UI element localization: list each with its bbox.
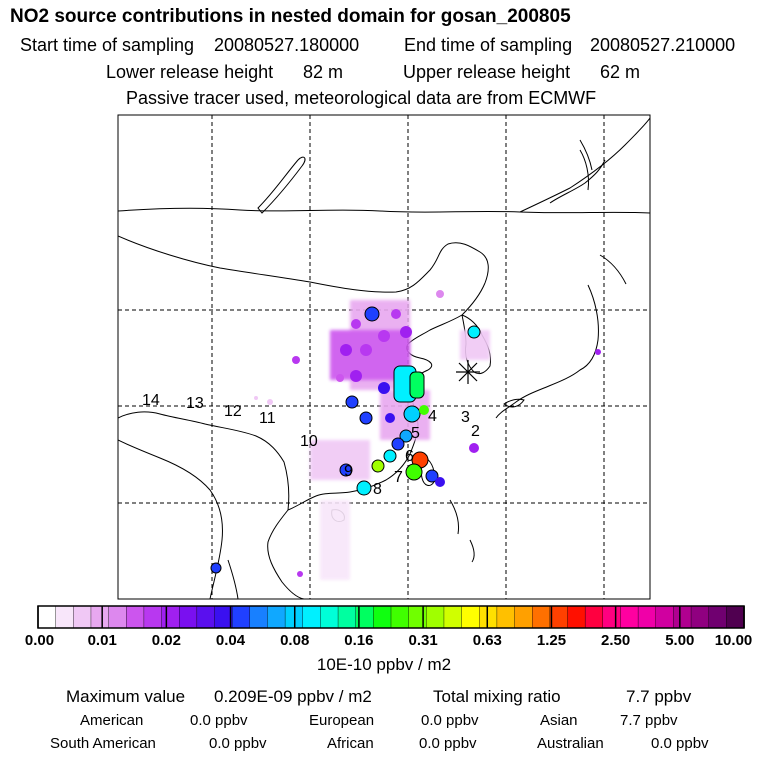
region-value-south-american: 0.0 ppbv (209, 735, 267, 752)
colorbar-cell (196, 605, 216, 629)
colorbar-tick-label: 0.04 (215, 632, 246, 649)
asterisk-icon (456, 360, 480, 384)
region-name-american: American (80, 712, 144, 729)
colorbar-cell (373, 605, 392, 629)
colorbar-cell (337, 605, 357, 629)
max-value: 0.209E-09 ppbv / m2 (214, 687, 372, 706)
colorbar-cell (514, 605, 533, 629)
map-frame (117, 114, 651, 600)
colorbar-cell (108, 605, 127, 629)
region-label-12: 12 (224, 403, 242, 420)
colorbar-tick-label: 0.08 (280, 632, 310, 649)
region-name-african: African (327, 735, 374, 752)
concentration-field (210, 290, 601, 580)
region-label-8: 8 (373, 481, 382, 498)
colorbar-cell (231, 605, 251, 629)
colorbar-cell (408, 605, 427, 629)
region-label-5: 5 (411, 425, 420, 442)
colorbar-cell (178, 605, 198, 629)
colorbar-tick-label: 0.00 (24, 632, 55, 649)
colorbar-cell (73, 605, 92, 629)
colorbar-cell (532, 605, 551, 629)
region-label-3: 3 (461, 409, 470, 426)
colorbar-cell (267, 605, 286, 629)
end-label: End time of sampling (404, 35, 573, 55)
colorbar-tick-label: 5.00 (665, 632, 695, 649)
colorbar-cell (584, 605, 604, 629)
colorbar-tick-label: 0.63 (472, 632, 502, 649)
region-label-13: 13 (186, 395, 204, 412)
colorbar-cell (126, 605, 145, 629)
region-label-2: 2 (471, 423, 480, 440)
max-value-label: Maximum value (66, 687, 186, 706)
colorbar-cell (390, 605, 410, 629)
region-name-european: European (309, 712, 375, 729)
colorbar-cell (320, 605, 339, 629)
region-label-6: 6 (405, 448, 414, 465)
region-value-african: 0.0 ppbv (419, 735, 477, 752)
region-label-14: 14 (142, 392, 160, 409)
colorbar-tick-label: 0.31 (408, 632, 438, 649)
region-label-10: 10 (300, 433, 318, 450)
colorbar-cell (620, 605, 639, 629)
lower-height-value: 82 m (303, 62, 344, 82)
region-value-australian: 0.0 ppbv (651, 735, 709, 752)
colorbar-cell (143, 605, 163, 629)
colorbar-tick-label: 2.50 (600, 632, 631, 649)
start-label: Start time of sampling (20, 35, 195, 55)
colorbar-cell (302, 605, 322, 629)
colorbar-cell (673, 605, 692, 629)
colorbar-cell (602, 605, 622, 629)
end-value: 20080527.210000 (590, 35, 736, 55)
colorbar-cell (690, 605, 710, 629)
region-value-american: 0.0 ppbv (190, 712, 248, 729)
region-name-australian: Australian (537, 735, 604, 752)
colorbar-tick-label: 1.25 (536, 632, 567, 649)
colorbar-tick-label: 0.01 (87, 632, 117, 649)
total-mixing-label: Total mixing ratio (433, 687, 561, 706)
lower-height-label: Lower release height (106, 62, 274, 82)
colorbar-cell (708, 605, 728, 629)
colorbar-cell (479, 605, 498, 629)
colorbar-cell (655, 605, 675, 629)
colorbar-tick-label: 0.16 (344, 632, 374, 649)
region-label-9: 9 (344, 463, 353, 480)
colorbar-cell (90, 605, 110, 629)
region-label-7: 7 (394, 469, 403, 486)
region-name-asian: Asian (540, 712, 578, 729)
upper-height-value: 62 m (600, 62, 641, 82)
colorbar-cell (637, 605, 657, 629)
colorbar-cell (567, 605, 586, 629)
colorbar-cell (443, 605, 463, 629)
page-title: NO2 source contributions in nested domai… (10, 6, 571, 27)
colorbar-cell (37, 605, 57, 629)
total-mixing-value: 7.7 ppbv (626, 687, 692, 706)
colorbar-tick-label: 10.00 (714, 632, 753, 649)
upper-height-label: Upper release height (403, 62, 571, 82)
region-label-4: 4 (428, 408, 437, 425)
tracer-note: Passive tracer used, meteorological data… (126, 88, 597, 108)
region-value-asian: 7.7 ppbv (620, 712, 678, 729)
colorbar-cell (249, 605, 269, 629)
colorbar-cell (726, 605, 745, 629)
colorbar-cell (55, 605, 75, 629)
colorbar-cell (161, 605, 180, 629)
colorbar-cell (426, 605, 445, 629)
start-value: 20080527.180000 (214, 35, 360, 55)
region-label-11: 11 (259, 410, 276, 427)
colorbar-unit: 10E-10 ppbv / m2 (316, 655, 452, 674)
colorbar-cell (549, 605, 569, 629)
colorbar-cell (461, 605, 480, 629)
colorbar-cell (496, 605, 516, 629)
region-value-european: 0.0 ppbv (421, 712, 479, 729)
colorbar-tick-label: 0.02 (151, 632, 181, 649)
region-name-south-american: South American (50, 735, 156, 752)
